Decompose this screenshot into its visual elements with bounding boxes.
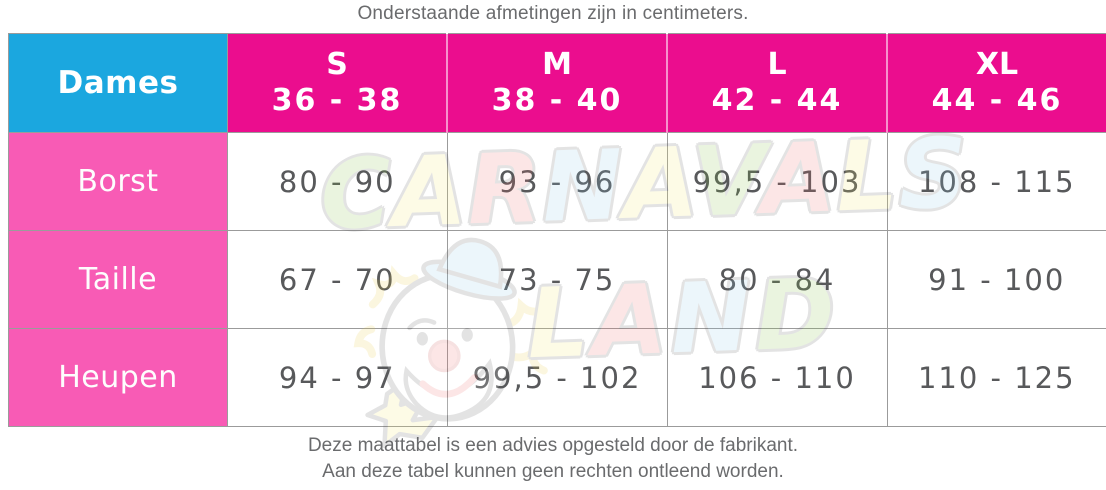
- footer-line-1: Deze maattabel is een advies opgesteld d…: [307, 435, 799, 456]
- table-row-taille: Taille 67 - 70 73 - 75 80 - 84 91 - 100: [8, 230, 1106, 329]
- footer-line-2: Aan deze tabel kunnen geen rechten ontle…: [322, 461, 784, 482]
- size-letter: XL: [975, 47, 1019, 82]
- value-cell: 67 - 70: [227, 230, 448, 329]
- row-label-taille: Taille: [8, 230, 228, 329]
- table-row-heupen: Heupen 94 - 97 99,5 - 102 106 - 110 110 …: [8, 328, 1106, 427]
- header-cell-l: L 42 - 44: [666, 33, 888, 133]
- header-cell-m: M 38 - 40: [446, 33, 668, 133]
- value-cell: 93 - 96: [446, 132, 668, 231]
- value-cell: 108 - 115: [886, 132, 1106, 231]
- row-label-borst: Borst: [8, 132, 228, 231]
- size-table: Dames S 36 - 38 M 38 - 40 L 42 - 44 XL 4…: [8, 33, 1106, 427]
- table-row-borst: Borst 80 - 90 93 - 96 99,5 - 103 108 - 1…: [8, 132, 1106, 231]
- size-range: 38 - 40: [491, 83, 623, 118]
- value-cell: 110 - 125: [886, 328, 1106, 427]
- value-cell: 80 - 84: [666, 230, 888, 329]
- header-row: Dames S 36 - 38 M 38 - 40 L 42 - 44 XL 4…: [8, 33, 1106, 133]
- value-cell: 73 - 75: [446, 230, 668, 329]
- size-letter: S: [326, 47, 348, 82]
- value-cell: 94 - 97: [227, 328, 448, 427]
- header-cell-s: S 36 - 38: [227, 33, 448, 133]
- top-caption: Onderstaande afmetingen zijn in centimet…: [357, 3, 749, 24]
- size-range: 44 - 46: [931, 83, 1063, 118]
- value-cell: 99,5 - 102: [446, 328, 668, 427]
- size-letter: L: [767, 47, 787, 82]
- size-range: 42 - 44: [711, 83, 843, 118]
- size-range: 36 - 38: [271, 83, 403, 118]
- value-cell: 80 - 90: [227, 132, 448, 231]
- value-cell: 99,5 - 103: [666, 132, 888, 231]
- size-letter: M: [542, 47, 572, 82]
- value-cell: 106 - 110: [666, 328, 888, 427]
- footer-disclaimer: Deze maattabel is een advies opgesteld d…: [0, 433, 1106, 485]
- row-label-heupen: Heupen: [8, 328, 228, 427]
- corner-header-dames: Dames: [8, 33, 228, 133]
- value-cell: 91 - 100: [886, 230, 1106, 329]
- header-cell-xl: XL 44 - 46: [886, 33, 1106, 133]
